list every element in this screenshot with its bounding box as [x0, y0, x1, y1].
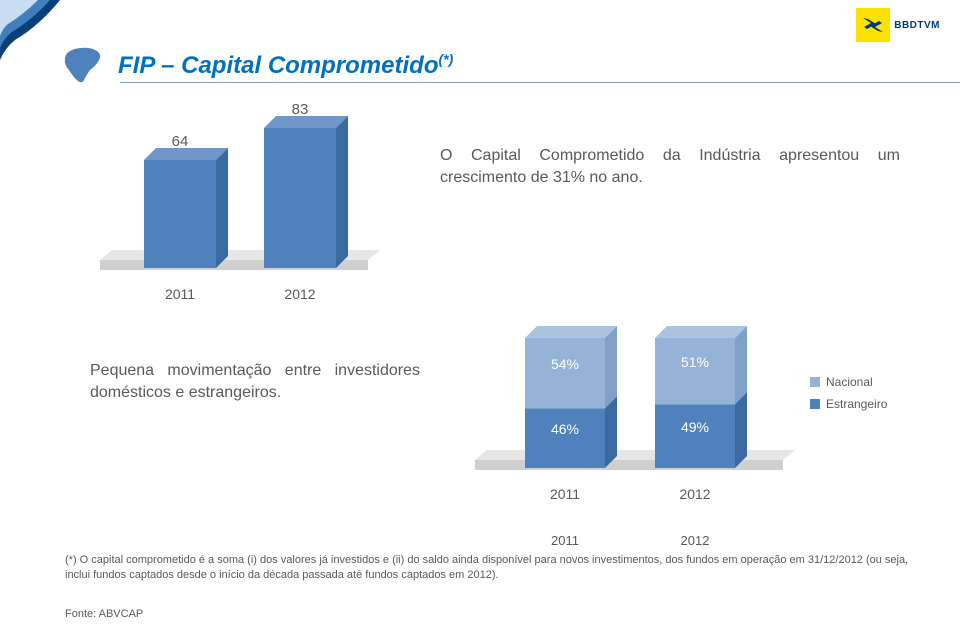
logo-mark: [856, 8, 890, 42]
footnote: (*) O capital comprometido é a soma (i) …: [65, 553, 910, 582]
source: Fonte: ABVCAP: [65, 608, 143, 620]
chart2-xlabel: 2012: [679, 486, 710, 502]
chart1-bar: 83: [264, 128, 336, 268]
chart2-bottom-label: 49%: [681, 419, 709, 435]
chart-capital-comprometido: 64 83 2011 2012: [100, 110, 380, 300]
legend-item: Estrangeiro: [810, 397, 887, 411]
chart-investor-split: 54% 46% 51% 49% 2011 2012: [475, 320, 795, 500]
legend-label: Estrangeiro: [826, 397, 887, 411]
legend-label: Nacional: [826, 375, 873, 389]
legend-swatch: [810, 399, 820, 409]
logo-text: BBDTVM: [894, 20, 940, 31]
chart2-xlabel: 2011: [550, 486, 580, 502]
page-title-sup: (*): [438, 51, 453, 67]
description-movement: Pequena movimentação entre investidores …: [90, 360, 420, 403]
legend-item: Nacional: [810, 375, 887, 389]
page-title-text: FIP – Capital Comprometido: [118, 52, 438, 79]
brazil-map-icon: [60, 45, 108, 85]
page-title: FIP – Capital Comprometido(*): [118, 51, 453, 80]
footnote-xlabel: 2011: [551, 533, 579, 548]
title-underline: [120, 82, 960, 83]
chart1-xlabel: 2012: [284, 286, 315, 302]
legend: Nacional Estrangeiro: [810, 375, 887, 419]
logo: BBDTVM: [856, 8, 940, 42]
description-growth: O Capital Comprometido da Indústria apre…: [440, 145, 900, 188]
chart1-xlabel: 2011: [165, 286, 195, 302]
legend-swatch: [810, 377, 820, 387]
chart1-bar: 64: [144, 160, 216, 268]
chart2-floor: [475, 450, 795, 480]
footnote-xlabel: 2012: [681, 533, 710, 548]
chart1-bar-label: 64: [172, 133, 189, 150]
footnote-xaxis: 2011 2012: [475, 532, 795, 548]
chart2-top-label: 54%: [551, 356, 579, 372]
title-row: FIP – Capital Comprometido(*): [60, 45, 960, 85]
chart2-top-label: 51%: [681, 354, 709, 370]
chart2-bottom-label: 46%: [551, 421, 579, 437]
chart1-bar-label: 83: [292, 101, 309, 118]
